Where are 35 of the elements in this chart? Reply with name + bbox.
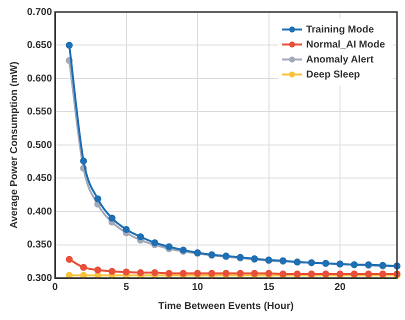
point xyxy=(80,272,88,279)
y-tick-label: 0.500 xyxy=(26,140,52,151)
y-tick-label: 0.650 xyxy=(26,40,52,51)
point xyxy=(122,268,130,276)
x-tick-label: 0 xyxy=(52,282,58,293)
point xyxy=(94,195,102,202)
point xyxy=(66,272,73,279)
legend-label: Training Mode xyxy=(306,24,374,36)
x-axis-title: Time Between Events (Hour) xyxy=(158,300,294,312)
point xyxy=(80,264,88,271)
y-tick-label: 0.550 xyxy=(26,106,52,118)
point xyxy=(66,42,73,49)
point xyxy=(137,269,144,276)
y-tick-label: 0.450 xyxy=(26,173,52,184)
y-tick-label: 0.700 xyxy=(26,6,52,18)
x-tick-label: 10 xyxy=(192,282,204,293)
legend-label: Normal_AI Mode xyxy=(306,39,386,50)
point xyxy=(151,269,158,276)
y-tick-label: 0.350 xyxy=(26,240,52,250)
point xyxy=(66,256,73,263)
point xyxy=(94,266,102,274)
y-tick-label: 0.300 xyxy=(26,272,52,284)
x-tick-label: 15 xyxy=(263,282,275,293)
point xyxy=(137,233,144,240)
y-axis-title: Average Power Consumption (mW) xyxy=(8,62,20,228)
x-tick-label: 20 xyxy=(334,282,346,293)
point xyxy=(108,214,116,222)
legend-label: Anomaly Alert xyxy=(306,54,374,66)
y-tick-label: 0.600 xyxy=(26,73,52,84)
point xyxy=(80,157,88,164)
legend-label: Deep Sleep xyxy=(306,69,360,80)
point xyxy=(108,268,116,275)
x-tick-label: 5 xyxy=(123,282,130,293)
y-tick-label: 0.400 xyxy=(26,206,52,218)
point xyxy=(122,226,130,233)
